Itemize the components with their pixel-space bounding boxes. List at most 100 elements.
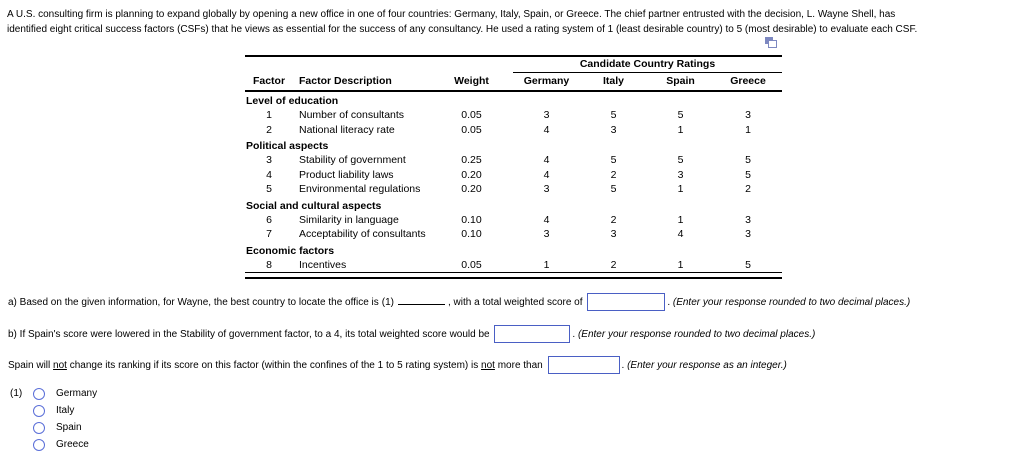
rating-spain: 5 xyxy=(677,109,684,121)
intro-line-2: identified eight critical success factor… xyxy=(7,24,918,35)
answer-c-integer-input[interactable] xyxy=(547,356,620,375)
rating-italy: 2 xyxy=(580,257,647,273)
radio-spain[interactable] xyxy=(33,421,45,434)
weight-value: 0.10 xyxy=(461,213,482,226)
rating-italy: 3 xyxy=(610,123,617,136)
copy-icon-front-square xyxy=(768,40,777,48)
question-b-period: . xyxy=(572,329,576,340)
factor-description: Product liability laws xyxy=(299,168,394,181)
question-b-text: b) If Spain's score were lowered in the … xyxy=(8,329,493,340)
question-c-text-1: Spain will xyxy=(8,360,54,371)
rating-germany: 3 xyxy=(543,228,550,240)
question-a-text-2: , with a total weighted score of xyxy=(448,297,583,308)
rating-germany: 3 xyxy=(543,109,550,121)
rating-spain: 3 xyxy=(677,168,684,181)
table-group-row: Level of education xyxy=(245,91,782,108)
copy-icon[interactable] xyxy=(765,37,778,49)
rating-greece: 2 xyxy=(745,183,751,195)
choice-label-greece[interactable]: Greece xyxy=(56,439,89,450)
table-group-label: Political aspects xyxy=(246,140,329,152)
factor-description: National literacy rate xyxy=(299,123,395,136)
answer-a-score-input[interactable] xyxy=(587,293,666,312)
table-row: 2 National literacy rate 0.05 4 3 1 1 xyxy=(245,123,782,138)
csf-table-container: Candidate Country Ratings Factor Factor … xyxy=(245,55,783,279)
csf-table-body: Level of education 1 Number of consultants… xyxy=(245,91,783,273)
table-group-row: Social and cultural aspects xyxy=(245,197,782,213)
rating-italy: 5 xyxy=(610,109,617,121)
rating-germany: 1 xyxy=(513,257,580,273)
table-bottom-rule xyxy=(245,272,783,279)
choice-label-spain[interactable]: Spain xyxy=(56,422,82,433)
column-header-row: Factor Factor Description Weight Germany… xyxy=(245,72,783,92)
factor-number: 5 xyxy=(266,183,272,195)
factor-number: 3 xyxy=(266,154,272,166)
question-c-text-3: more than xyxy=(494,360,546,371)
table-row: 6 Similarity in language 0.10 4 2 1 3 xyxy=(245,213,782,228)
weight-value: 0.20 xyxy=(461,168,482,181)
question-a-country-blank xyxy=(398,293,445,305)
question-a-hint: (Enter your response rounded to two deci… xyxy=(672,297,911,308)
factor-description: Stability of government xyxy=(299,154,406,166)
rating-greece: 5 xyxy=(745,168,751,181)
factor-number: 6 xyxy=(266,213,272,226)
table-group-label: Economic factors xyxy=(246,244,335,257)
choice-label-germany[interactable]: Germany xyxy=(56,388,98,399)
table-row: 1 Number of consultants 0.05 3 5 5 3 xyxy=(245,108,782,123)
rating-spain: 5 xyxy=(677,154,684,166)
table-group-row: Economic factors xyxy=(245,242,782,258)
choice-row-greece: Greece xyxy=(10,436,97,453)
col-header-italy: Italy xyxy=(580,72,647,92)
factor-number: 1 xyxy=(266,109,272,121)
factor-number: 7 xyxy=(266,228,272,240)
answer-b-score-input[interactable] xyxy=(494,325,571,344)
question-c: Spain will not change its ranking if its… xyxy=(8,356,787,376)
rating-italy: 5 xyxy=(610,183,617,195)
question-a: a) Based on the given information, for W… xyxy=(8,293,910,313)
rating-greece: 1 xyxy=(745,123,751,136)
rating-italy: 3 xyxy=(610,228,617,240)
intro-line-1: A U.S. consulting firm is planning to ex… xyxy=(7,9,896,20)
weight-value: 0.10 xyxy=(461,228,482,240)
rating-spain: 1 xyxy=(647,257,714,273)
question-c-period: . xyxy=(621,360,625,371)
question-a-text: a) Based on the given information, for W… xyxy=(8,297,379,308)
factor-description: Incentives xyxy=(293,257,430,273)
radio-greece[interactable] xyxy=(33,438,45,451)
rating-germany: 4 xyxy=(543,213,550,226)
choice-label-italy[interactable]: Italy xyxy=(56,405,75,416)
rating-greece: 3 xyxy=(745,213,751,226)
col-header-germany: Germany xyxy=(513,72,580,92)
table-row: 8 Incentives 0.05 1 2 1 5 xyxy=(245,257,783,273)
rating-greece: 3 xyxy=(745,228,751,240)
rating-germany: 4 xyxy=(543,168,550,181)
span-header-label: Candidate Country Ratings xyxy=(513,56,783,73)
rating-italy: 2 xyxy=(610,168,617,181)
span-header-row: Candidate Country Ratings xyxy=(245,56,783,73)
rating-spain: 1 xyxy=(677,213,684,226)
rating-greece: 5 xyxy=(745,154,751,166)
choice-row-italy: Italy xyxy=(10,402,97,419)
rating-italy: 5 xyxy=(610,154,617,166)
answer-1-choice-group: (1) Germany Italy Spain Greece xyxy=(10,385,97,453)
question-c-text-2: change its ranking if its score on this … xyxy=(66,360,482,371)
table-row: 4 Product liability laws 0.20 4 2 3 5 xyxy=(245,168,782,183)
radio-italy[interactable] xyxy=(33,404,45,417)
rating-germany: 4 xyxy=(543,123,550,136)
table-row: 7 Acceptability of consultants 0.10 3 3 4 3 xyxy=(245,227,782,242)
weight-value: 0.20 xyxy=(461,183,482,195)
question-a-ref: (1) xyxy=(381,297,394,308)
col-header-factor: Factor xyxy=(245,72,293,92)
weight-value: 0.25 xyxy=(461,154,482,166)
table-row: 5 Environmental regulations 0.20 3 5 1 2 xyxy=(245,182,782,197)
radio-germany[interactable] xyxy=(33,387,45,400)
weight-value: 0.05 xyxy=(430,257,513,273)
factor-description: Acceptability of consultants xyxy=(299,228,426,240)
weight-value: 0.05 xyxy=(461,123,482,136)
question-c-not-2: not xyxy=(481,360,495,371)
choice-group-ref: (1) xyxy=(10,388,23,399)
intro-paragraph: A U.S. consulting firm is planning to ex… xyxy=(7,7,917,37)
factor-number: 4 xyxy=(266,168,272,181)
table-group-row: Political aspects xyxy=(245,137,782,153)
rating-greece: 3 xyxy=(745,109,751,121)
col-header-description: Factor Description xyxy=(293,72,430,92)
